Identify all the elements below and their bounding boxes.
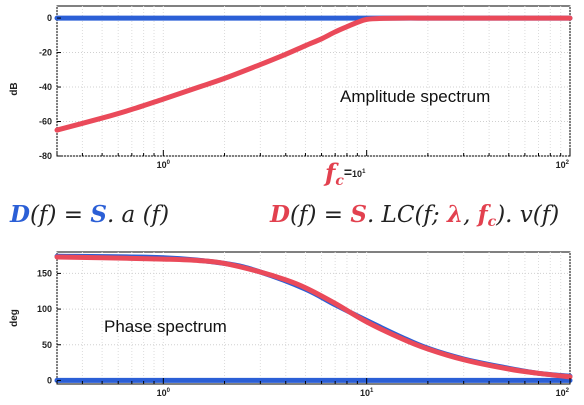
eq-right-lc: . LC xyxy=(367,202,415,228)
cutoff-f: f xyxy=(323,158,339,187)
amplitude-x-tick-base: 10 xyxy=(556,160,566,170)
phase-x-ticks: 100 101 102 xyxy=(56,378,571,398)
phase-x-tick-exp: 1 xyxy=(370,388,374,394)
amplitude-plot-frame xyxy=(56,5,571,157)
eq-right-f: (f) = xyxy=(290,202,350,228)
phase-x-tick-exp: 0 xyxy=(167,388,171,394)
amplitude-x-tick-base: 10 xyxy=(157,160,167,170)
phase-series-line-2 xyxy=(54,254,573,380)
eq-right-open: (f; xyxy=(414,202,447,228)
amplitude-annotation: Amplitude spectrum xyxy=(340,87,490,106)
amplitude-y-tick-label: 0 xyxy=(47,13,52,23)
amplitude-series xyxy=(54,15,573,133)
phase-series xyxy=(54,253,573,383)
phase-x-tick-label: 100 xyxy=(157,388,171,398)
amplitude-y-ticks: 0 -20 -40 -60 -80 xyxy=(39,13,61,161)
phase-y-label: deg xyxy=(9,309,20,327)
equations-row: D(f) = S. a (f) D(f) = S. LC(f; λ, fc). … xyxy=(9,201,559,230)
phase-x-tick-label: 102 xyxy=(556,388,570,398)
eq-right-fc-sub: c xyxy=(488,214,497,230)
eq-right-lambda: λ xyxy=(446,201,463,228)
cutoff-tick-base: 10 xyxy=(352,169,362,179)
amplitude-y-tick-label: -60 xyxy=(39,117,52,127)
phase-grid xyxy=(56,252,571,384)
amplitude-y-tick-label: -20 xyxy=(39,48,52,58)
eq-left-f: (f) = xyxy=(30,202,90,228)
amplitude-x-tick-exp: 0 xyxy=(167,160,171,166)
phase-x-tick-base: 10 xyxy=(157,388,167,398)
phase-x-tick-label: 101 xyxy=(360,388,374,398)
eq-left-a: . a (f) xyxy=(107,202,169,228)
phase-y-tick-label: 100 xyxy=(37,304,52,314)
eq-right-comma: , xyxy=(463,202,478,228)
amplitude-y-tick-label: -80 xyxy=(39,151,52,161)
cutoff-marker-label: fc=101 xyxy=(323,158,366,189)
phase-x-tick-exp: 2 xyxy=(566,388,570,394)
equation-right: D(f) = S. LC(f; λ, fc). v(f) xyxy=(269,201,559,230)
phase-y-tick-label: 150 xyxy=(37,268,52,278)
equation-left: D(f) = S. a (f) xyxy=(9,201,169,228)
cutoff-tick-exp: 1 xyxy=(362,169,366,175)
phase-y-ticks: 150 100 50 0 xyxy=(37,268,61,385)
amplitude-x-ticks: 100 102 xyxy=(56,150,571,170)
eq-right-tail: ). v(f) xyxy=(495,202,559,228)
eq-right-d: D xyxy=(269,201,290,228)
amplitude-x-tick-label: 100 xyxy=(157,160,171,170)
phase-y-tick-label: 0 xyxy=(47,375,52,385)
amplitude-y-label: dB xyxy=(9,82,20,95)
amplitude-y-tick-label: -40 xyxy=(39,82,52,92)
cutoff-equals: = xyxy=(344,164,352,180)
phase-y-tick-label: 50 xyxy=(42,340,52,350)
amplitude-x-tick-exp: 2 xyxy=(566,160,570,166)
eq-left-s: S xyxy=(90,201,107,228)
phase-x-tick-base: 10 xyxy=(360,388,370,398)
eq-left-d: D xyxy=(9,201,30,228)
amplitude-series-line-1 xyxy=(54,15,573,133)
amplitude-panel: 0-20-40-60-80 100 102 dB Amplitude spectr… xyxy=(9,5,573,189)
eq-right-s: S xyxy=(350,201,367,228)
amplitude-grid xyxy=(56,6,571,157)
cutoff-sub: c xyxy=(335,173,344,189)
amplitude-x-tick-label: 102 xyxy=(556,160,570,170)
phase-annotation: Phase spectrum xyxy=(104,317,227,336)
phase-x-tick-base: 10 xyxy=(556,388,566,398)
